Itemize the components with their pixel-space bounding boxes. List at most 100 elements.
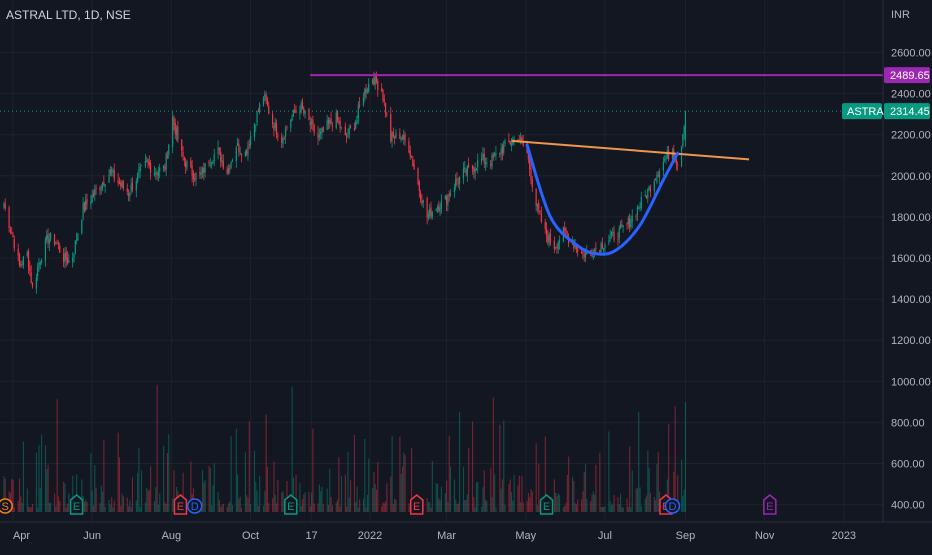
candle-body[interactable] xyxy=(513,138,515,140)
candle-body[interactable] xyxy=(575,244,577,250)
candle-body[interactable] xyxy=(638,208,640,210)
candle-body[interactable] xyxy=(374,75,376,85)
candle-body[interactable] xyxy=(101,182,104,188)
candle-body[interactable] xyxy=(90,201,92,205)
candle-body[interactable] xyxy=(59,245,61,253)
candle-body[interactable] xyxy=(8,207,10,229)
candle-body[interactable] xyxy=(182,152,184,157)
candle-body[interactable] xyxy=(538,203,540,210)
candle-body[interactable] xyxy=(255,124,257,126)
candle-body[interactable] xyxy=(249,135,252,146)
candle-body[interactable] xyxy=(564,227,566,231)
candle-body[interactable] xyxy=(348,127,350,135)
candle-body[interactable] xyxy=(201,168,204,173)
candle-body[interactable] xyxy=(262,97,265,105)
candle-body[interactable] xyxy=(622,225,624,228)
candle-body[interactable] xyxy=(177,126,179,140)
candle-body[interactable] xyxy=(39,261,41,265)
candle-body[interactable] xyxy=(155,173,157,175)
candle-body[interactable] xyxy=(266,99,269,106)
candle-body[interactable] xyxy=(118,182,121,185)
candle-body[interactable] xyxy=(629,218,631,227)
candle-body[interactable] xyxy=(100,187,102,189)
candle-body[interactable] xyxy=(448,194,450,197)
candle-body[interactable] xyxy=(212,161,214,164)
candle-body[interactable] xyxy=(192,173,195,180)
candle-body[interactable] xyxy=(494,153,496,156)
candle-body[interactable] xyxy=(247,145,249,156)
candle-body[interactable] xyxy=(204,163,206,173)
candle-body[interactable] xyxy=(186,161,188,169)
candle-body[interactable] xyxy=(47,233,49,243)
candle-body[interactable] xyxy=(357,105,359,118)
candle-body[interactable] xyxy=(63,253,65,263)
candle-body[interactable] xyxy=(477,160,479,168)
candle-body[interactable] xyxy=(73,254,75,258)
split-marker-icon[interactable] xyxy=(0,498,13,514)
candle-body[interactable] xyxy=(309,121,311,126)
earnings-marker-icon[interactable] xyxy=(539,494,554,515)
candle-body[interactable] xyxy=(238,144,240,152)
earnings-marker-icon[interactable] xyxy=(763,494,777,515)
candle-body[interactable] xyxy=(675,159,677,165)
candle-body[interactable] xyxy=(457,182,459,184)
candle-body[interactable] xyxy=(129,193,131,197)
candle-body[interactable] xyxy=(53,234,56,245)
candle-body[interactable] xyxy=(613,231,615,241)
candle-body[interactable] xyxy=(81,219,83,234)
candle-body[interactable] xyxy=(331,125,333,128)
candle-body[interactable] xyxy=(148,162,150,166)
candle-body[interactable] xyxy=(37,267,39,277)
candle-body[interactable] xyxy=(439,208,441,212)
candle-body[interactable] xyxy=(221,160,223,163)
candle-body[interactable] xyxy=(420,192,422,200)
candle-body[interactable] xyxy=(131,183,134,190)
candle-body[interactable] xyxy=(521,137,523,141)
candle-body[interactable] xyxy=(558,240,561,243)
candle-body[interactable] xyxy=(95,188,97,190)
candle-body[interactable] xyxy=(31,282,34,287)
candle-body[interactable] xyxy=(449,192,452,196)
candle-body[interactable] xyxy=(364,89,366,98)
candle-body[interactable] xyxy=(65,251,67,261)
candle-body[interactable] xyxy=(268,105,270,114)
candle-body[interactable] xyxy=(339,120,341,129)
candle-body[interactable] xyxy=(435,210,437,212)
candle-body[interactable] xyxy=(683,126,685,134)
candle-body[interactable] xyxy=(553,240,555,249)
candle-body[interactable] xyxy=(111,170,113,172)
candle-body[interactable] xyxy=(3,204,5,207)
candle-body[interactable] xyxy=(491,154,493,167)
candle-body[interactable] xyxy=(26,251,28,257)
candle-body[interactable] xyxy=(340,126,343,128)
candle-body[interactable] xyxy=(517,139,519,142)
candle-body[interactable] xyxy=(682,134,684,146)
candle-body[interactable] xyxy=(630,221,632,228)
candle-body[interactable] xyxy=(471,165,474,169)
candle-body[interactable] xyxy=(327,119,330,124)
candle-body[interactable] xyxy=(429,209,431,216)
candle-body[interactable] xyxy=(483,153,485,163)
candle-body[interactable] xyxy=(50,233,52,240)
candle-body[interactable] xyxy=(475,168,478,171)
candle-body[interactable] xyxy=(326,120,328,130)
candle-body[interactable] xyxy=(574,245,576,248)
candle-body[interactable] xyxy=(173,117,175,125)
candle-body[interactable] xyxy=(665,157,667,160)
candle-body[interactable] xyxy=(299,110,301,114)
candle-body[interactable] xyxy=(11,232,13,234)
candle-body[interactable] xyxy=(653,180,655,192)
candle-body[interactable] xyxy=(203,168,205,174)
candle-body[interactable] xyxy=(349,126,352,128)
candle-body[interactable] xyxy=(20,263,22,266)
candle-body[interactable] xyxy=(503,145,505,153)
candle-body[interactable] xyxy=(137,172,139,182)
candle-body[interactable] xyxy=(294,109,296,113)
candle-body[interactable] xyxy=(147,158,149,163)
candle-body[interactable] xyxy=(230,162,232,169)
candle-body[interactable] xyxy=(126,188,128,192)
candle-body[interactable] xyxy=(536,203,539,206)
candle-body[interactable] xyxy=(604,244,606,249)
candle-body[interactable] xyxy=(183,157,185,161)
candle-body[interactable] xyxy=(422,199,424,203)
